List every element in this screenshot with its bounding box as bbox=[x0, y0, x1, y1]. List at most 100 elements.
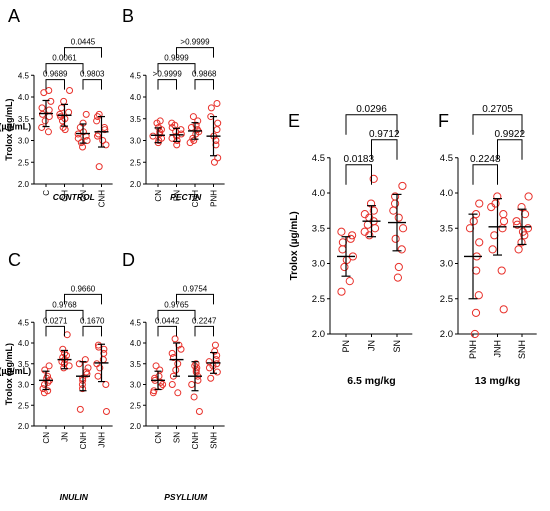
x-tick-label-a: CNH bbox=[98, 190, 107, 208]
data-point-e bbox=[389, 206, 398, 215]
y-tick-label-a: 4.5 bbox=[18, 71, 30, 80]
data-point-b bbox=[213, 126, 221, 134]
y-tick-label-e: 4.0 bbox=[312, 188, 325, 199]
data-point-d bbox=[168, 349, 176, 357]
y-tick-label-b: 3.0 bbox=[130, 137, 142, 146]
comparison-bracket-a bbox=[45, 63, 84, 74]
data-point-b bbox=[194, 117, 202, 125]
comparison-bracket-b bbox=[194, 79, 214, 90]
y-axis-label-e: Trolox (µg/mL) bbox=[289, 211, 300, 280]
comparison-bracket-b bbox=[157, 63, 196, 74]
data-point-b bbox=[156, 117, 164, 125]
data-point-c bbox=[102, 407, 110, 415]
y-tick-label-f: 2.5 bbox=[440, 294, 453, 305]
p-value-label-c: 0.9768 bbox=[52, 300, 77, 309]
data-point-d bbox=[156, 366, 164, 374]
x-tick-label-d: SN bbox=[173, 432, 182, 443]
data-point-a bbox=[83, 137, 91, 144]
data-point-d bbox=[171, 335, 179, 343]
comparison-bracket-d bbox=[176, 293, 214, 305]
data-point-a bbox=[79, 143, 87, 151]
y-tick-label-a: 3.0 bbox=[18, 137, 30, 146]
y-tick-label-f: 3.0 bbox=[440, 259, 453, 270]
y-tick-label-d: 2.0 bbox=[130, 422, 142, 431]
data-point-e bbox=[345, 277, 354, 286]
x-tick-label-c: JN bbox=[61, 432, 70, 442]
data-point-a bbox=[38, 123, 46, 131]
data-point-d bbox=[195, 407, 203, 415]
p-value-label-a: 0.9803 bbox=[80, 70, 105, 79]
comparison-bracket-e bbox=[371, 139, 398, 160]
data-point-b bbox=[168, 119, 176, 127]
data-point-f bbox=[488, 245, 497, 254]
p-value-label-d: 0.9754 bbox=[183, 284, 208, 293]
y-tick-label-f: 2.0 bbox=[440, 329, 453, 340]
panel-letter-f: F bbox=[438, 111, 449, 131]
data-point-d bbox=[190, 393, 198, 401]
data-point-c bbox=[81, 356, 89, 364]
data-point-a bbox=[65, 108, 73, 116]
data-point-c bbox=[84, 364, 92, 372]
x-tick-label-e: PN bbox=[341, 340, 351, 353]
x-tick-label-c: JNH bbox=[98, 432, 107, 448]
x-tick-label-a: CN bbox=[79, 190, 88, 202]
data-point-e bbox=[337, 227, 346, 236]
x-tick-label-c: CN bbox=[42, 432, 51, 444]
data-point-a bbox=[66, 86, 74, 94]
p-value-label-c: 0.1670 bbox=[80, 316, 105, 325]
y-tick-label-d: 3.5 bbox=[130, 360, 142, 369]
y-tick-label-a: 2.0 bbox=[18, 180, 30, 189]
data-point-a bbox=[76, 123, 84, 131]
p-value-label-c: 0.9660 bbox=[71, 284, 96, 293]
x-tick-label-d: SNH bbox=[210, 432, 219, 449]
x-tick-label-c: CNH bbox=[79, 432, 88, 450]
data-point-d bbox=[192, 368, 200, 376]
p-value-label-b: >0.9999 bbox=[153, 70, 183, 79]
data-point-e bbox=[393, 273, 402, 282]
p-value-label-c: 0.0271 bbox=[43, 316, 68, 325]
x-tick-label-f: PNH bbox=[468, 340, 478, 359]
data-point-c bbox=[100, 349, 108, 357]
y-tick-label-e: 3.5 bbox=[312, 223, 325, 234]
data-point-b bbox=[149, 132, 157, 140]
data-point-f bbox=[499, 305, 508, 314]
data-point-a bbox=[38, 104, 46, 112]
data-point-a bbox=[99, 137, 107, 144]
data-point-f bbox=[475, 238, 484, 247]
p-value-label-a: 0.9689 bbox=[43, 70, 68, 79]
data-point-e bbox=[394, 213, 403, 222]
data-point-f bbox=[490, 231, 499, 240]
data-point-f bbox=[512, 217, 521, 226]
data-point-a bbox=[102, 141, 110, 149]
x-tick-label-b: CN bbox=[154, 190, 163, 202]
data-point-a bbox=[41, 117, 49, 125]
y-tick-label-d: 4.0 bbox=[130, 339, 142, 348]
data-point-a bbox=[45, 113, 53, 121]
data-point-d bbox=[174, 389, 182, 397]
data-point-c bbox=[59, 345, 67, 353]
p-value-label-b: >0.9999 bbox=[180, 38, 210, 47]
data-point-f bbox=[497, 266, 506, 275]
data-point-a bbox=[59, 123, 67, 131]
y-tick-label-e: 4.5 bbox=[312, 153, 325, 164]
x-tick-label-e: SN bbox=[392, 340, 402, 353]
comparison-bracket-b bbox=[157, 79, 177, 90]
y-tick-label-e: 3.0 bbox=[312, 259, 325, 270]
data-point-d bbox=[175, 341, 183, 349]
y-tick-label-f: 4.0 bbox=[440, 188, 453, 199]
data-point-d bbox=[205, 358, 213, 366]
data-point-d bbox=[188, 381, 196, 388]
p-value-label-b: 0.9868 bbox=[192, 70, 217, 79]
y-tick-label-b: 4.0 bbox=[130, 93, 142, 102]
data-point-c bbox=[76, 405, 84, 413]
y-axis-label-c: Trolox (µg/mL) bbox=[4, 343, 14, 405]
data-point-e bbox=[369, 206, 378, 215]
data-point-f bbox=[471, 308, 481, 317]
comparison-bracket-b bbox=[176, 47, 214, 58]
x-tick-label-e: JN bbox=[367, 340, 377, 351]
y-tick-label-b: 2.0 bbox=[130, 180, 142, 189]
comparison-bracket-c bbox=[45, 309, 84, 321]
comparison-bracket-f bbox=[472, 164, 498, 185]
y-tick-label-b: 3.5 bbox=[130, 115, 142, 124]
data-point-a bbox=[60, 97, 68, 105]
